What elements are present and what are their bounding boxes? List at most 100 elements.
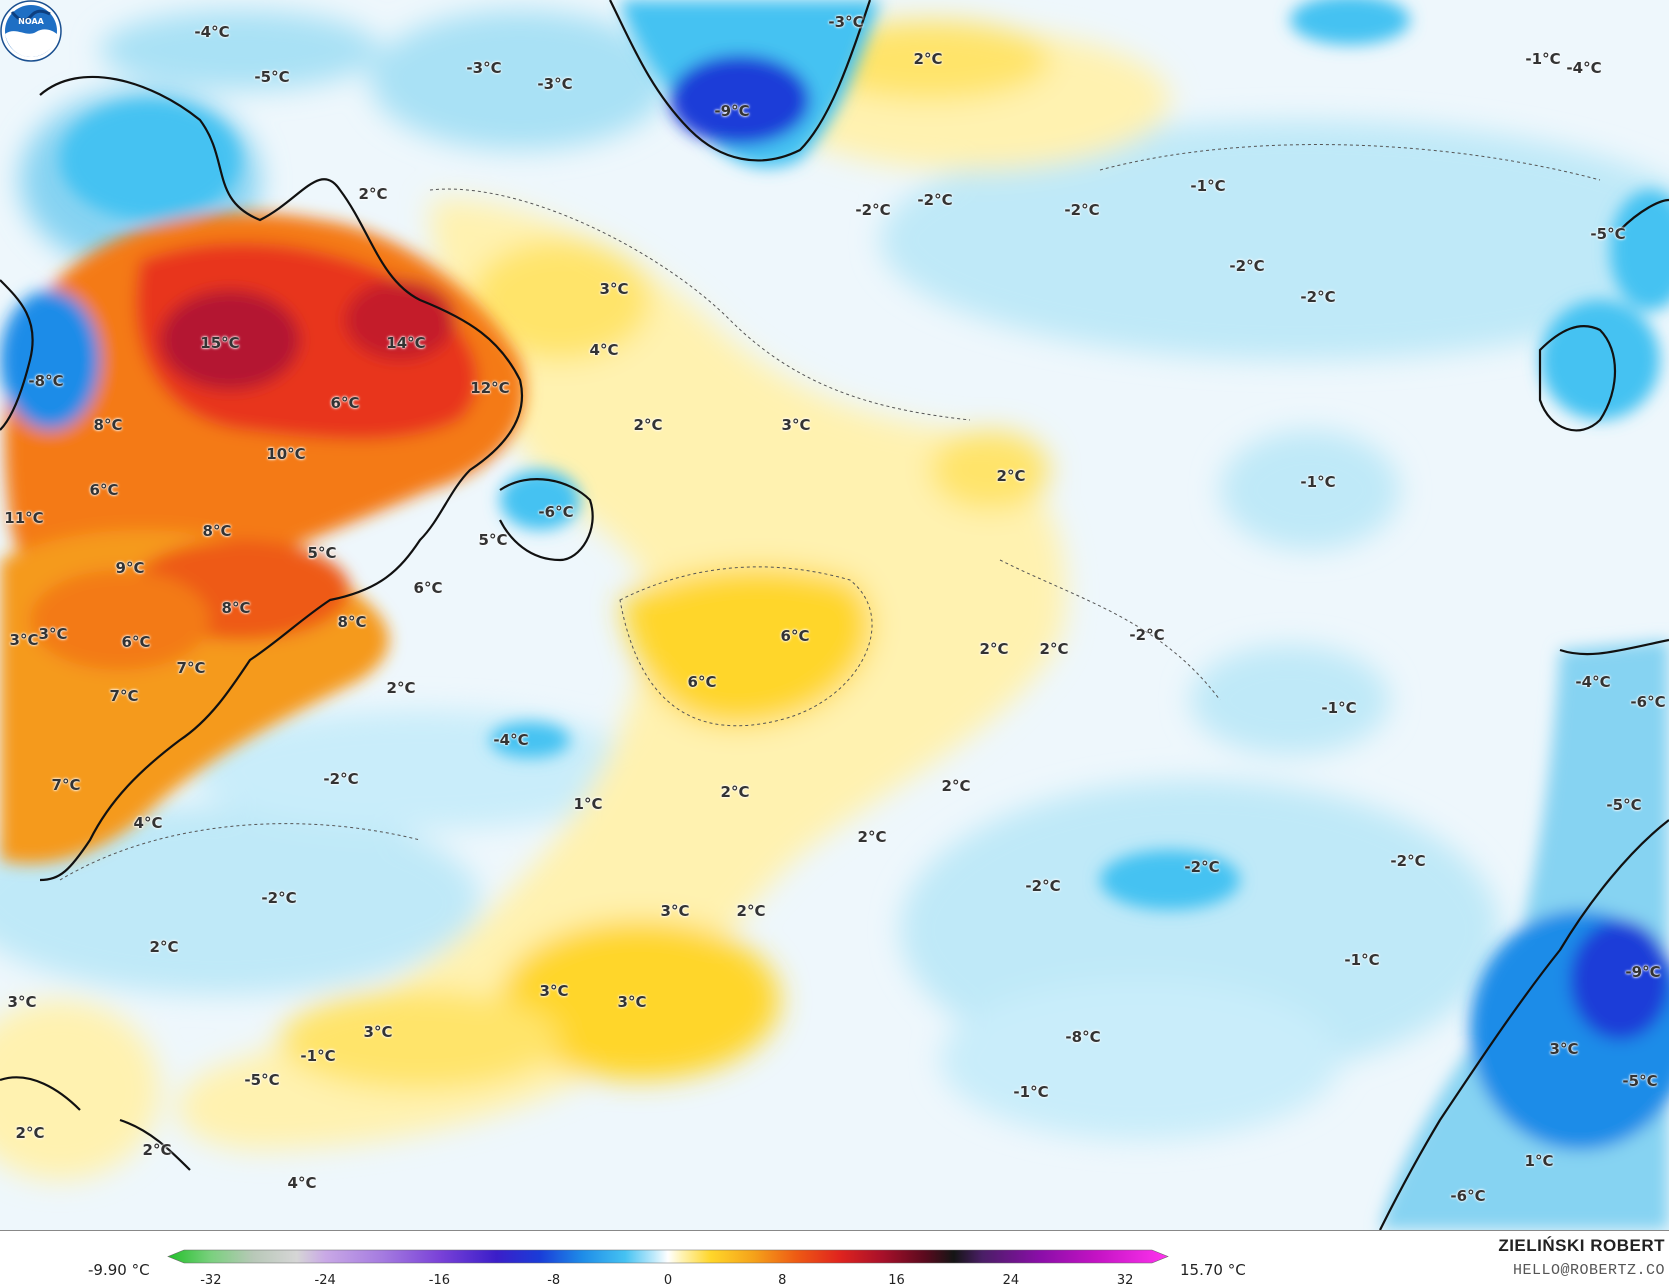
map-shading	[0, 0, 1669, 1230]
temperature-label: 6°C	[687, 673, 717, 691]
temperature-label: 3°C	[38, 625, 68, 643]
temperature-label: 2°C	[941, 777, 971, 795]
temperature-label: -5°C	[1590, 225, 1626, 243]
colorbar-tick-label: 16	[888, 1273, 905, 1288]
colorbar-tick-label: 24	[1002, 1273, 1020, 1288]
colorbar-tick-label: -32	[200, 1273, 222, 1288]
temperature-label: 6°C	[330, 394, 360, 412]
temperature-label: -1°C	[1300, 473, 1336, 491]
temperature-label: 8°C	[93, 416, 123, 434]
temperature-label: -3°C	[828, 13, 864, 31]
legend-footer	[0, 1231, 1669, 1287]
temperature-label: 2°C	[386, 679, 416, 697]
temperature-label: 1°C	[573, 795, 603, 813]
temperature-anomaly-map: -4°C -5°C -3°C -3°C -9°C -3°C 2°C -1°C -4°C 2°C -2…	[0, 0, 1669, 1231]
colorbar-tick-label: 32	[1116, 1273, 1134, 1288]
contour-lines	[59, 144, 1601, 881]
author-email: HELLO@ROBERTZ.CO	[1512, 1262, 1665, 1279]
temperature-label: 2°C	[720, 783, 750, 801]
temperature-label: -8°C	[1065, 1028, 1101, 1046]
temperature-label: -2°C	[1025, 877, 1061, 895]
temperature-label: 6°C	[121, 633, 151, 651]
temperature-label: -2°C	[855, 201, 891, 219]
temperature-label: -2°C	[261, 889, 297, 907]
temperature-label: 5°C	[307, 544, 337, 562]
temperature-label: -1°C	[1190, 177, 1226, 195]
colorbar-tick-label: 8	[778, 1273, 787, 1288]
colorbar-tick-label: -8	[547, 1273, 561, 1288]
strong-anomaly-fields	[0, 0, 1669, 1230]
temperature-label: -4°C	[493, 731, 529, 749]
temperature-label: 2°C	[358, 185, 388, 203]
temperature-label: -8°C	[28, 372, 64, 390]
temperature-label: 4°C	[287, 1174, 317, 1192]
temperature-label: 12°C	[470, 379, 510, 397]
temperature-label: 2°C	[633, 416, 663, 434]
cool-anomaly-ireland	[1540, 300, 1660, 420]
temperature-label: 4°C	[133, 814, 163, 832]
temperature-label: 2°C	[857, 828, 887, 846]
north-america-coast	[39, 75, 523, 882]
temperature-label: 8°C	[337, 613, 367, 631]
temperature-label: -5°C	[244, 1071, 280, 1089]
temperature-label: -5°C	[1606, 796, 1642, 814]
temperature-label: -2°C	[1129, 626, 1165, 644]
britain-coast	[1619, 198, 1669, 231]
temperature-label: -2°C	[1064, 201, 1100, 219]
greenland-coast	[609, 0, 872, 162]
temperature-label: -2°C	[1300, 288, 1336, 306]
temperature-label: 8°C	[221, 599, 251, 617]
temperature-label: 3°C	[660, 902, 690, 920]
temperature-label: -2°C	[1184, 858, 1220, 876]
temperature-label: -4°C	[194, 23, 230, 41]
temperature-label: 3°C	[781, 416, 811, 434]
temperature-label: -5°C	[1622, 1072, 1658, 1090]
cool-anomaly-north-atlantic	[880, 120, 1669, 360]
temperature-label: -3°C	[537, 75, 573, 93]
temperature-label: -6°C	[538, 503, 574, 521]
temperature-label: 7°C	[176, 659, 206, 677]
temperature-label: 2°C	[979, 640, 1009, 658]
temperature-label: 8°C	[202, 522, 232, 540]
temperature-label: -4°C	[1575, 673, 1611, 691]
temperature-label: -1°C	[300, 1047, 336, 1065]
colorbar-tick-label: -16	[428, 1273, 451, 1288]
temperature-label: -1°C	[1344, 951, 1380, 969]
noaa-logo: NOAA	[0, 0, 62, 62]
temperature-label: 3°C	[7, 993, 37, 1011]
temperature-label: -9°C	[1625, 963, 1661, 981]
temperature-label: 1°C	[1524, 1152, 1554, 1170]
newfoundland-coast	[499, 478, 594, 562]
temperature-label: -1°C	[1525, 50, 1561, 68]
temperature-label: 4°C	[589, 341, 619, 359]
noaa-logo-text: NOAA	[18, 17, 44, 26]
temperature-label: -3°C	[466, 59, 502, 77]
temperature-label: 11°C	[4, 509, 44, 527]
temperature-label: 6°C	[89, 481, 119, 499]
temperature-label: 5°C	[478, 531, 508, 549]
temperature-label: 9°C	[115, 559, 145, 577]
temperature-label: -1°C	[1013, 1083, 1049, 1101]
temperature-label: 2°C	[149, 938, 179, 956]
temperature-label: 7°C	[109, 687, 139, 705]
africa-coast	[1379, 819, 1669, 1230]
colorbar-min-value: -9.90 °C	[88, 1261, 150, 1279]
temperature-label: 2°C	[1039, 640, 1069, 658]
temperature-label: -1°C	[1321, 699, 1357, 717]
temperature-label: -2°C	[323, 770, 359, 788]
temperature-label: -6°C	[1450, 1187, 1486, 1205]
temperature-label: 3°C	[617, 993, 647, 1011]
temperature-label: -5°C	[254, 68, 290, 86]
iberia-coast	[1559, 638, 1669, 656]
temperature-label: 6°C	[780, 627, 810, 645]
colorbar-max-value: 15.70 °C	[1180, 1261, 1246, 1279]
temperature-label: -6°C	[1630, 693, 1666, 711]
temperature-label: 15°C	[200, 334, 240, 352]
colorbar-tick-label: -24	[314, 1273, 336, 1288]
caribbean-coast	[0, 1076, 191, 1171]
cool-anomaly-hudson-bay	[0, 290, 100, 430]
temperature-label: 2°C	[15, 1124, 45, 1142]
temperature-label: -2°C	[917, 191, 953, 209]
ireland-coast	[1538, 325, 1616, 432]
temperature-label: -2°C	[1229, 257, 1265, 275]
